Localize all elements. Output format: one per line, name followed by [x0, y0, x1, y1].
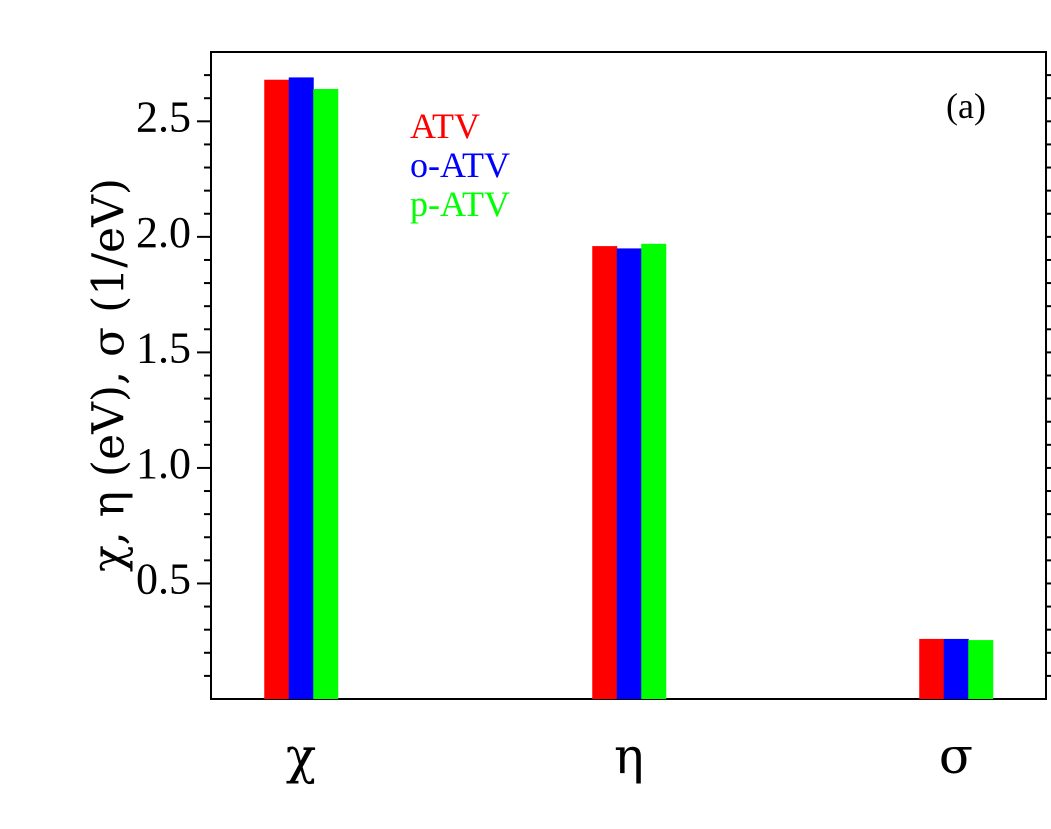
y-tick-label: 2.0	[136, 208, 191, 257]
bar-o-atv-2	[943, 638, 969, 699]
bars	[264, 77, 994, 700]
legend-entry-p-atv: p-ATV	[410, 184, 510, 224]
bar-o-atv-0	[288, 77, 314, 700]
category-label: χ	[286, 727, 316, 785]
bar-p-atv-0	[313, 88, 339, 699]
bar-atv-1	[592, 246, 618, 699]
bar-p-atv-2	[968, 640, 994, 699]
bar-o-atv-1	[616, 248, 642, 700]
y-tick-label: 0.5	[136, 555, 191, 604]
y-axis-label: χ, η (eV), σ (1/eV)	[84, 178, 135, 572]
bar-p-atv-1	[641, 243, 667, 699]
category-label: σ	[939, 727, 973, 785]
y-tick-label: 1.5	[136, 323, 191, 372]
panel-annotation: (a)	[946, 86, 986, 126]
y-tick-label: 1.0	[136, 439, 191, 488]
bar-atv-0	[264, 79, 290, 699]
y-axis: 0.5 1.0 1.5 2.0 2.5	[136, 74, 1051, 677]
y-tick-label: 2.5	[136, 92, 191, 141]
bar-atv-2	[919, 638, 945, 699]
category-label: η	[614, 727, 644, 785]
legend-entry-atv: ATV	[410, 106, 480, 146]
legend-entry-o-atv: o-ATV	[410, 145, 510, 185]
